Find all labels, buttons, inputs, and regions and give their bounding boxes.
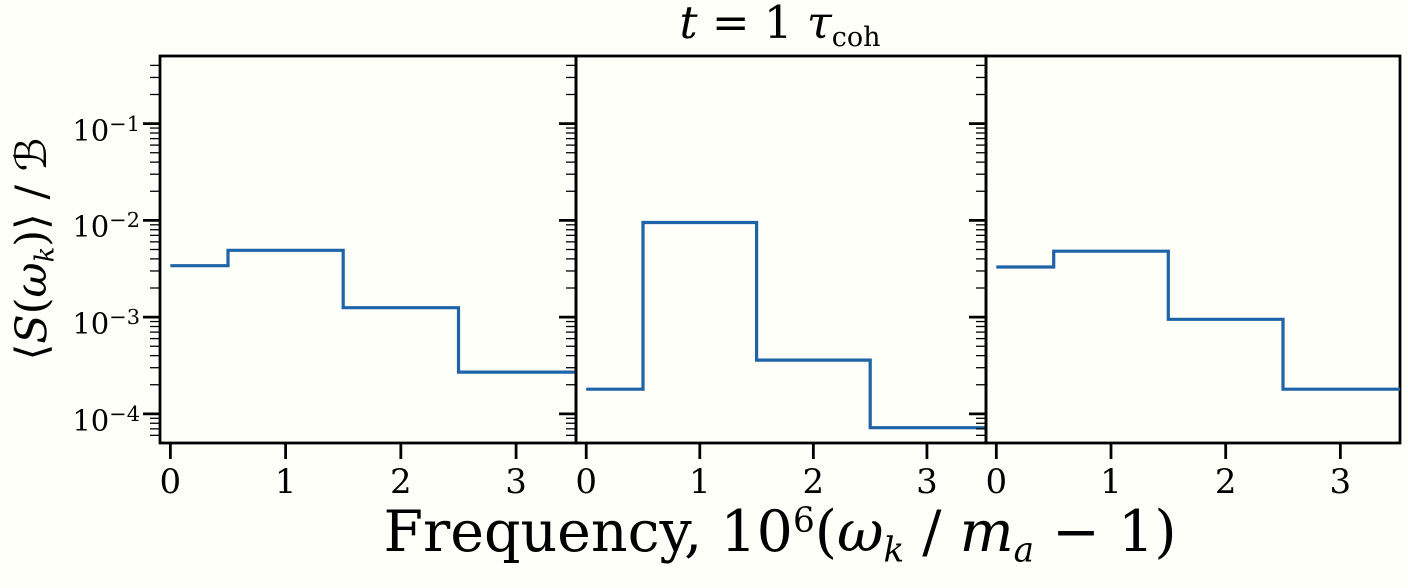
- panel-2-x-tick-label: 3: [916, 462, 938, 502]
- panel-1-x-tick-label: 1: [274, 462, 297, 502]
- panel-1-x-tick-label: 2: [390, 462, 412, 502]
- y-tick-label-base: 10: [72, 306, 110, 341]
- panel-2-step-line: [586, 220, 986, 430]
- x-axis-label-part: m: [959, 499, 1014, 565]
- y-tick-label-exponent: −4: [109, 401, 140, 426]
- panel-2-frame: [574, 54, 988, 445]
- x-axis-label-part: Frequency, 10: [383, 499, 793, 565]
- panel-1-x-tick-label: 0: [159, 462, 182, 502]
- plot-title-part: t: [679, 0, 698, 49]
- panel-3-x-tick-label: 2: [1214, 462, 1237, 502]
- y-tick-label: 10−3: [20, 300, 140, 340]
- x-axis-label-part: k: [883, 530, 905, 571]
- y-tick-label: 10−4: [20, 397, 140, 437]
- panel-1-frame: [158, 54, 578, 445]
- y-axis-label-part: ω: [7, 262, 57, 298]
- plot-title-part: τ: [806, 0, 832, 49]
- plot-title: t = 1 τcoh: [160, 0, 1400, 53]
- x-axis-label-part: 6: [792, 501, 815, 542]
- y-tick-label-base: 10: [72, 113, 110, 148]
- y-tick-label-exponent: −1: [109, 111, 140, 136]
- x-axis-label-part: ω: [836, 499, 884, 565]
- panel-3-x-tick-label: 3: [1329, 462, 1352, 502]
- panel-2-x-tick-label: 2: [802, 462, 825, 502]
- panel-3-x-tick-label: 0: [985, 462, 1008, 502]
- y-axis-label-part: ℬ: [7, 137, 57, 172]
- panel-1-x-tick-label: 3: [505, 462, 527, 502]
- y-tick-label-base: 10: [72, 209, 110, 244]
- x-axis-label-part: a: [1013, 530, 1035, 571]
- y-tick-label: 10−2: [20, 203, 140, 243]
- x-axis-label-part: /: [904, 499, 960, 565]
- plot-title-part: coh: [831, 22, 881, 54]
- panel-3-step-line: [996, 249, 1400, 391]
- y-tick-label-exponent: −3: [109, 305, 140, 330]
- panel-2-x-tick-label: 0: [575, 462, 598, 502]
- panel-1-step-line: [170, 248, 576, 374]
- x-axis-label: Frequency, 106(ωk / ma − 1): [160, 498, 1400, 571]
- x-axis-label-part: (: [814, 499, 837, 565]
- x-axis-label-part: − 1): [1034, 499, 1177, 565]
- y-tick-label: 10−1: [20, 107, 140, 147]
- panel-2-x-tick-label: 1: [688, 462, 711, 502]
- panel-3-frame: [984, 54, 1402, 445]
- panel-3-x-tick-label: 1: [1100, 462, 1122, 502]
- y-axis-label-part: k: [30, 246, 61, 263]
- y-axis-label-part: ⟨: [7, 343, 57, 361]
- y-tick-label-base: 10: [72, 403, 110, 438]
- plot-title-part: = 1: [697, 0, 807, 49]
- y-tick-label-exponent: −2: [109, 208, 140, 233]
